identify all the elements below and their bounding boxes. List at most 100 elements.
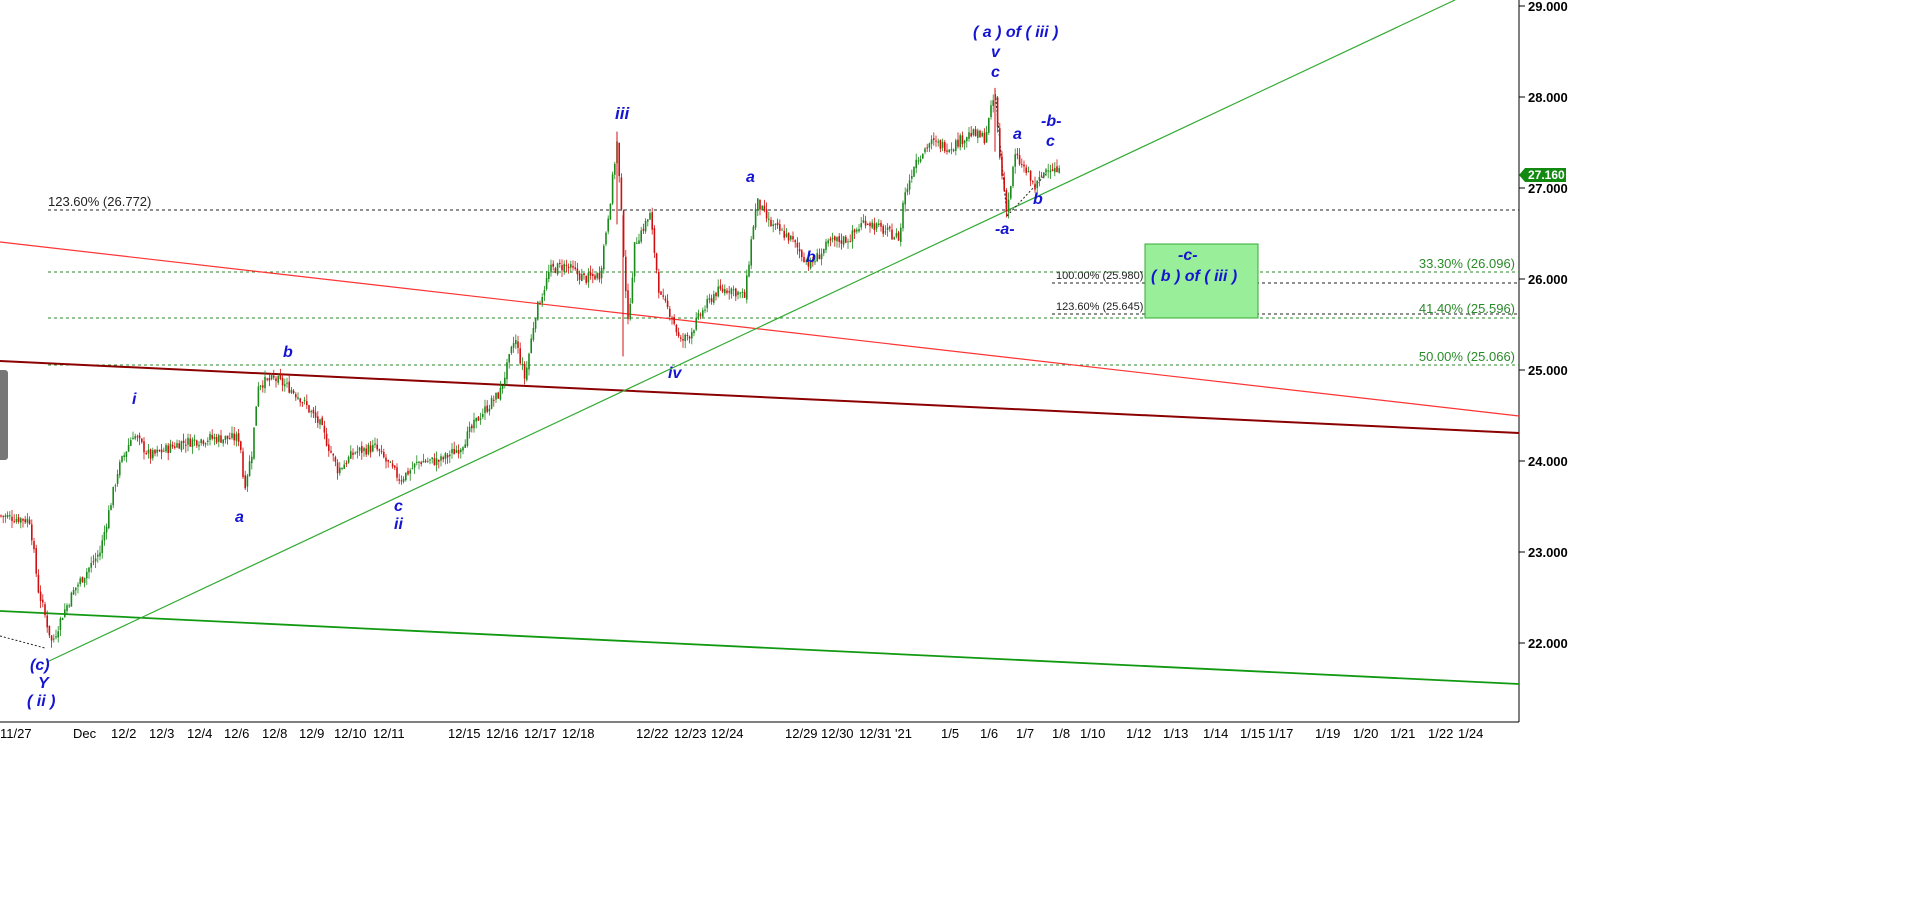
candle-body xyxy=(739,292,741,294)
candle-body xyxy=(35,548,37,574)
candle-body xyxy=(160,449,163,453)
fib-label: 33.30% (26.096) xyxy=(1419,256,1515,271)
candle-body xyxy=(682,339,684,341)
candle-body xyxy=(917,160,920,162)
candle-body xyxy=(528,353,530,370)
candle-body xyxy=(31,524,33,541)
x-tick-label: 1/24 xyxy=(1458,726,1483,741)
candle-body xyxy=(389,461,392,463)
wave-label: a xyxy=(235,509,244,526)
candle-body xyxy=(893,237,895,240)
candle-body xyxy=(24,519,26,523)
candle-body xyxy=(1016,153,1019,156)
candle-body xyxy=(112,486,114,506)
candle-body xyxy=(26,518,29,523)
candle-body xyxy=(512,343,515,348)
candle-body xyxy=(391,463,394,467)
candle-body xyxy=(444,453,447,459)
candle-body xyxy=(407,470,409,475)
candle-body xyxy=(985,131,988,143)
candle-body xyxy=(838,236,840,242)
candle-body xyxy=(550,264,552,273)
x-tick-label: 1/7 xyxy=(1016,726,1034,741)
candle-body xyxy=(306,401,308,406)
candle-body xyxy=(13,521,15,523)
candle-body xyxy=(968,132,970,139)
side-panel-handle[interactable] xyxy=(0,370,8,460)
candle-body xyxy=(556,263,559,275)
candle-body xyxy=(413,463,416,468)
candle-body xyxy=(543,290,546,296)
candle-body xyxy=(1047,170,1049,172)
candle-body xyxy=(475,417,477,422)
candle-body xyxy=(576,268,579,275)
candle-body xyxy=(897,232,900,241)
candle-body xyxy=(768,218,770,220)
candle-body xyxy=(292,390,295,394)
candle-body xyxy=(1010,186,1012,199)
candle-body xyxy=(336,462,339,474)
candle-body xyxy=(145,452,147,454)
candle-body xyxy=(231,433,233,438)
wave-label: i xyxy=(132,391,137,408)
candle-body xyxy=(541,296,543,304)
candle-body xyxy=(886,227,889,230)
candle-body xyxy=(88,567,90,573)
candle-body xyxy=(622,210,625,256)
candle-body xyxy=(609,203,612,220)
candle-body xyxy=(86,571,88,579)
candle-body xyxy=(752,226,755,240)
candle-body xyxy=(1045,169,1047,173)
x-tick-label: 12/8 xyxy=(262,726,287,741)
candle-body xyxy=(235,434,238,441)
wave-label: Y xyxy=(38,675,50,692)
candle-body xyxy=(57,631,59,638)
fib-label: 123.60% (26.772) xyxy=(48,194,151,209)
candle-body xyxy=(891,229,893,240)
candle-body xyxy=(246,475,249,487)
candle-body xyxy=(193,439,196,441)
wave-label: ( b ) of ( iii ) xyxy=(1151,268,1237,285)
candle-body xyxy=(948,149,950,152)
wave-label: a xyxy=(1013,126,1022,143)
x-tick-label: 11/27 xyxy=(0,726,32,741)
candle-body xyxy=(746,275,748,300)
candle-body xyxy=(1023,164,1025,167)
candle-body xyxy=(598,272,601,280)
candle-body xyxy=(20,518,22,523)
candle-body xyxy=(794,240,796,243)
x-tick-label: 12/6 xyxy=(224,726,249,741)
candle-body xyxy=(521,364,524,366)
green-channel-line xyxy=(46,0,1456,663)
candle-body xyxy=(884,231,887,233)
candle-body xyxy=(429,459,431,461)
wave-label: b xyxy=(283,344,293,361)
candle-body xyxy=(999,128,1001,158)
candle-body xyxy=(675,324,678,333)
candle-body xyxy=(570,264,572,268)
candle-body xyxy=(611,174,614,204)
candle-body xyxy=(787,232,790,241)
x-tick-label: 1/15 xyxy=(1240,726,1265,741)
candle-body xyxy=(732,289,735,291)
candle-body xyxy=(202,440,205,444)
candle-body xyxy=(90,563,92,568)
candle-body xyxy=(688,336,691,339)
y-tick-label: 23.000 xyxy=(1528,545,1568,560)
candle-body xyxy=(466,431,469,447)
candle-body xyxy=(55,636,57,638)
fib-label: 50.00% (25.066) xyxy=(1419,349,1515,364)
candle-body xyxy=(105,526,108,533)
candle-body xyxy=(710,298,713,303)
candle-body xyxy=(625,256,627,292)
candle-body xyxy=(1029,170,1032,181)
candle-body xyxy=(937,141,939,143)
x-tick-label: 1/8 xyxy=(1052,726,1070,741)
candle-body xyxy=(895,233,898,237)
candle-body xyxy=(143,441,145,453)
candle-body xyxy=(449,454,451,457)
candle-body xyxy=(627,290,629,320)
candle-body xyxy=(22,518,24,521)
candle-body xyxy=(286,382,288,384)
y-axis-ticks: 22.000 23.000 24.000 25.000 26.000 27.00… xyxy=(1519,0,1568,651)
